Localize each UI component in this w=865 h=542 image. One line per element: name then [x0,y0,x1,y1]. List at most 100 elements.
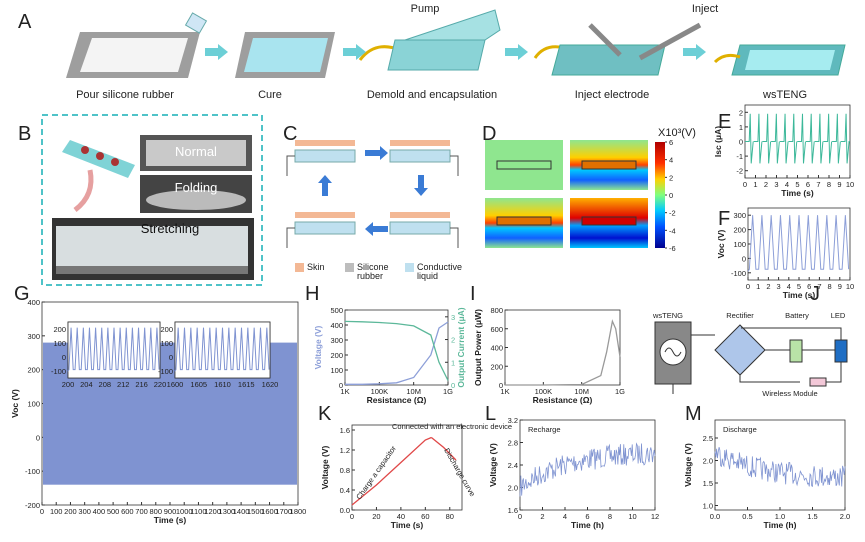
annotation: Discharge [723,425,757,434]
x-tick-label: 900 [164,507,177,516]
y-tick-label: -100 [51,367,66,376]
plot-frame [504,309,621,386]
component-label: Rectifier [726,311,754,320]
y-tick-label: 2.0 [508,484,518,493]
step-caption: Cure [258,89,282,101]
y-axis-label: Voltage (V) [320,445,330,489]
y-tick-label: 0 [499,381,503,390]
series-line [345,321,449,385]
component-label: Wireless Module [762,389,817,398]
mechanism-diagram [286,140,459,272]
panel-label: A [18,11,32,33]
x-tick-label: 1300 [219,507,236,516]
x-tick-label: 10M [406,387,421,396]
y-tick-label: 500 [330,306,343,315]
x-tick-label: 3 [774,180,778,189]
photos [41,114,263,286]
x-tick-label: 1700 [275,507,292,516]
x-tick-label: 8 [827,180,831,189]
x-tick-label: 1800 [290,507,307,516]
y-axis-label: Isc (μA) [713,126,723,157]
x-tick-label: 1200 [204,507,221,516]
x-tick-label: 4 [785,180,789,189]
colorbar [655,142,665,248]
y-tick-label: -100 [158,367,173,376]
x-tick-label: 300 [78,507,91,516]
x-tick-label: 100K [371,387,389,396]
y-tick-label: 2.0 [703,457,713,466]
y-axis-label: Voltage (V) [488,443,498,487]
x-tick-label: 20 [372,512,380,521]
x-tick-label: 60 [421,512,429,521]
x-tick-label: 1400 [233,507,250,516]
panel-label: K [318,403,332,425]
colorbar-tick-label: 6 [669,138,673,147]
x-tick-label: 4 [563,512,567,521]
y-tick-label: 0 [36,433,40,442]
x-tick-label: 3 [777,282,781,291]
y2-tick-label: 2 [451,336,455,345]
x-tick-label: 400 [93,507,106,516]
x-tick-label: 2 [766,282,770,291]
y2-tick-label: 1 [451,358,455,367]
x-axis-label: Resistance (Ω) [367,395,427,405]
y-tick-label: -1 [736,152,743,161]
x-tick-label: 1100 [190,507,206,516]
x-tick-label: 100K [535,387,553,396]
x-tick-label: 100 [50,507,63,516]
x-tick-label: 1 [756,282,760,291]
y-tick-label: 1.5 [703,479,713,488]
colorbar-tick-label: -4 [669,226,676,235]
y-tick-label: 2 [739,108,743,117]
x-tick-label: 600 [121,507,134,516]
y-tick-label: 0.4 [340,486,350,495]
series-line [344,320,449,381]
panel-label: E [718,111,731,133]
plot-frame [344,309,449,386]
legend-skin: Skin [307,262,325,272]
colorbar-tick-label: -6 [669,244,676,253]
series-line [430,436,457,461]
x-tick-label: 800 [150,507,163,516]
series-line [505,319,621,386]
legend-silicone: Silicone rubber [357,262,389,281]
x-tick-label: 10 [628,512,636,521]
colorbar-tick-label: -2 [669,209,676,218]
panel-label: C [283,123,297,145]
y-tick-label: 0.0 [340,506,350,515]
x-axis-label: Time (s) [783,290,816,300]
x-tick-label: 0.0 [710,512,720,521]
x-tick-label: 1615 [238,380,255,389]
y2-tick-label: 0 [451,381,455,390]
x-tick-label: 8 [828,282,832,291]
state-label: Normal [175,144,217,159]
signal-trace [747,215,850,272]
y-tick-label: 400 [330,321,343,330]
x-tick-label: 80 [446,512,454,521]
step-caption: Demold and encapsulation [367,89,497,101]
x-tick-label: 1620 [262,380,279,389]
x-tick-label: 1.0 [775,512,785,521]
y-axis-label: Voc (V) [10,389,20,418]
tool-label: Pump [411,3,440,15]
circuit [654,321,848,394]
y-axis-label: Output Power (μW) [473,309,483,386]
colorbar-title: X10³(V) [658,127,696,139]
x-tick-label: 12 [651,512,659,521]
panel-label: L [485,403,496,425]
x-tick-label: 200 [64,507,77,516]
y-tick-label: 0 [339,381,343,390]
panel-label: B [18,123,31,145]
x-tick-label: 1600 [167,380,184,389]
x-tick-label: 1000 [176,507,193,516]
plot-frame [351,424,463,511]
x-tick-label: 1K [500,387,509,396]
x-tick-label: 9 [838,282,842,291]
x-tick-label: 1K [340,387,349,396]
x-tick-label: 40 [397,512,405,521]
x-axis-label: Time (h) [764,520,797,530]
y-tick-label: 200 [53,325,66,334]
y-tick-label: 400 [490,344,503,353]
x-tick-label: 0 [350,512,354,521]
